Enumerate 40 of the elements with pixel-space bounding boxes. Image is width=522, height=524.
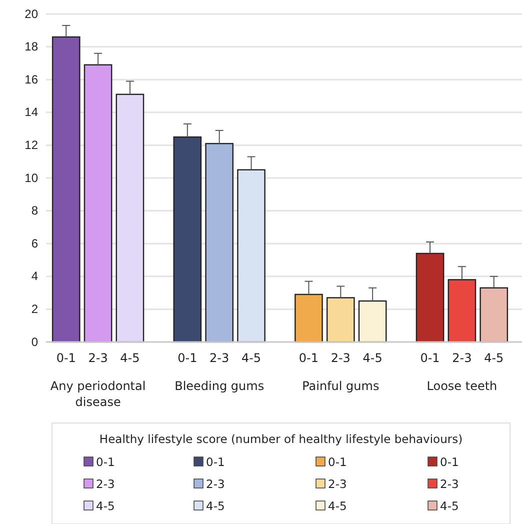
text: 4-5 xyxy=(120,351,140,365)
legend-label: 2-3 xyxy=(96,477,115,491)
text: 0-1 xyxy=(328,455,347,469)
legend-label: 4-5 xyxy=(206,499,225,513)
text: 4-5 xyxy=(241,351,262,365)
y-tick-label: 2 xyxy=(31,302,38,316)
legend-title: Healthy lifestyle score (number of healthy lifestyle behaviours) xyxy=(99,432,463,446)
y-tick-label: 12 xyxy=(24,138,38,152)
text: 2-3 xyxy=(452,351,472,365)
y-tick-label: 10 xyxy=(24,170,38,185)
y-tick-label: 8 xyxy=(31,204,38,218)
text: 0-1 xyxy=(298,351,319,365)
text: 4-5 xyxy=(440,499,459,513)
y-tick-label: 6 xyxy=(31,236,38,250)
y-tick-label: 14 xyxy=(24,105,38,120)
text: 0-1 xyxy=(420,351,440,365)
text: 0-1 xyxy=(206,455,225,469)
text: 4-5 xyxy=(96,499,115,513)
x-tick-label: Bleeding gums xyxy=(174,379,264,393)
text: 4-5 xyxy=(328,499,347,513)
text: 4-5 xyxy=(484,351,504,365)
y-tick-label: 4 xyxy=(31,269,38,284)
text: 0-1 xyxy=(56,351,76,365)
y-tick-label: 16 xyxy=(24,72,38,86)
text: 2-3 xyxy=(88,351,108,365)
y-tick-label: 18 xyxy=(24,40,38,54)
text: 2-3 xyxy=(440,477,459,491)
text: 2-3 xyxy=(210,351,230,365)
text: 2-3 xyxy=(328,477,347,491)
text: 2-3 xyxy=(206,477,225,491)
x-tick-label: Any periodontal disease xyxy=(50,379,146,409)
y-tick-label: 20 xyxy=(24,6,38,21)
y-tick-label: 0 xyxy=(31,334,38,349)
text: 2-3 xyxy=(330,351,350,365)
text: 4-5 xyxy=(362,351,382,365)
text: 0-1 xyxy=(440,455,459,469)
text: 0-1 xyxy=(178,351,198,365)
legend-label: 0-1 xyxy=(96,455,115,469)
x-tick-label: Painful gums xyxy=(302,379,380,393)
x-tick-label: Loose teeth xyxy=(426,379,498,393)
